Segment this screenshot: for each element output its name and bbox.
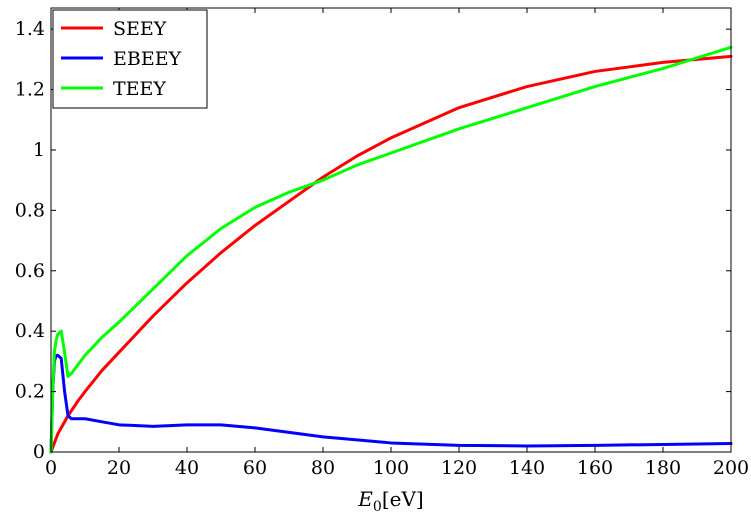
y-tick-label: 0.4 (15, 320, 45, 342)
x-tick-label: 160 (577, 457, 613, 479)
y-tick-label: 0.2 (15, 381, 45, 403)
x-tick-label: 200 (713, 457, 749, 479)
y-tick-label: 0.8 (15, 199, 45, 221)
x-tick-label: 0 (45, 457, 57, 479)
plot-area (49, 45, 733, 454)
series-line-teey (49, 45, 733, 454)
y-tick-label: 1.4 (15, 18, 45, 40)
x-axis-label: E0[eV] (357, 487, 423, 515)
x-axis-label-main: E (357, 487, 373, 511)
x-tick-label: 140 (509, 457, 545, 479)
x-axis-label-unit: [eV] (382, 487, 424, 511)
x-tick-label: 20 (107, 457, 131, 479)
y-tick-label: 1.2 (15, 79, 45, 101)
series-line-seey (49, 54, 733, 454)
y-tick-label: 0.6 (15, 260, 45, 282)
x-tick-label: 40 (175, 457, 199, 479)
x-tick-label: 60 (243, 457, 267, 479)
series-line-ebeey (49, 353, 733, 454)
legend-label-seey: SEEY (113, 18, 167, 40)
axis-ticks: 0 20 40 60 80 100 120 140 160 180 200 0 0.2 0.4 0.6 0.8… (15, 8, 749, 479)
x-tick-label: 80 (311, 457, 335, 479)
y-tick-label: 0 (33, 441, 45, 463)
x-tick-label: 180 (645, 457, 681, 479)
legend-label-teey: TEEY (113, 78, 166, 100)
legend-label-ebeey: EBEEY (113, 48, 182, 70)
y-tick-label: 1 (33, 139, 45, 161)
x-axis-label-sub: 0 (373, 499, 382, 515)
x-tick-label: 100 (373, 457, 409, 479)
legend: SEEY EBEEY TEEY (52, 9, 208, 109)
x-tick-label: 120 (441, 457, 477, 479)
